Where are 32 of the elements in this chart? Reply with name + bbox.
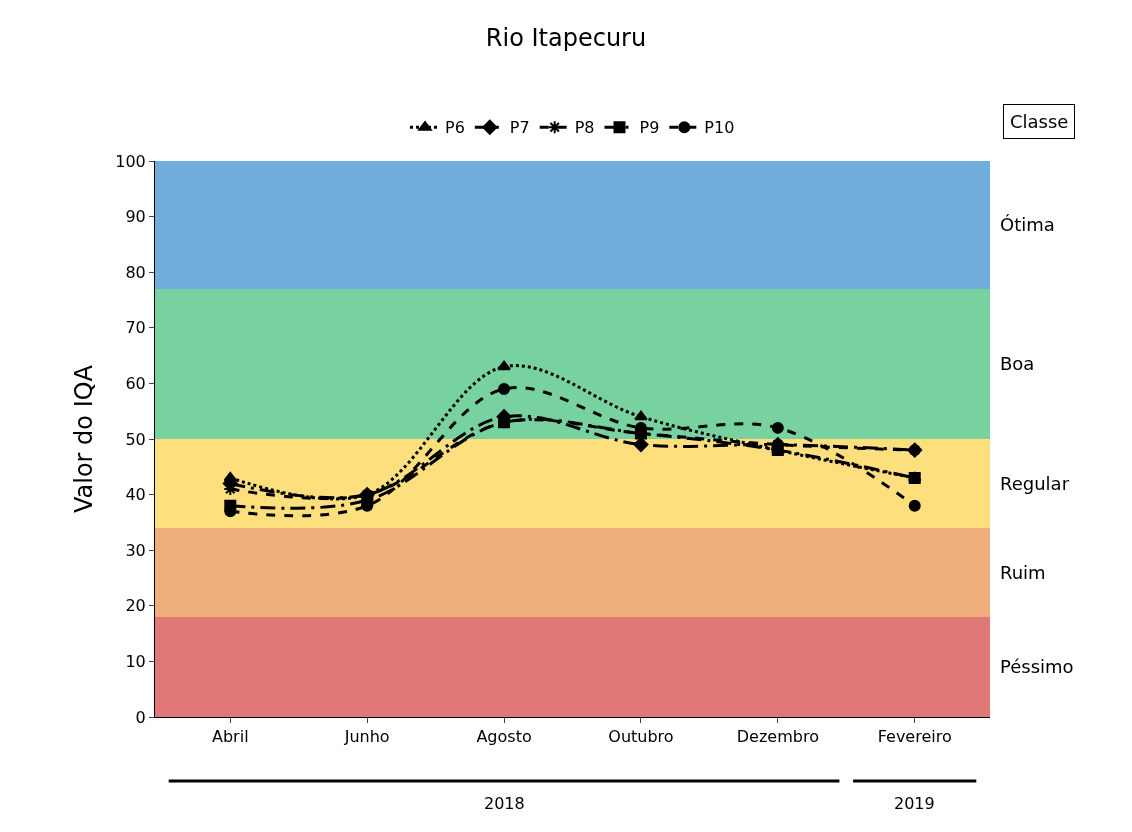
legend-label: P7 — [509, 118, 530, 138]
y-tick-label: 20 — [125, 596, 146, 616]
text: 2018 — [484, 794, 525, 813]
y-tick-label: 50 — [125, 429, 146, 449]
y-tick-label: 30 — [125, 540, 146, 560]
chart-title: Rio Itapecuru — [485, 23, 647, 52]
x-tick-label: Junho — [343, 727, 390, 747]
x-tick-label: Dezembro — [736, 727, 819, 747]
legend-label: P10 — [704, 118, 735, 138]
legend-label: P9 — [639, 118, 660, 138]
text: 2019 — [894, 794, 935, 813]
text: Classe — [1010, 111, 1069, 132]
y-axis-title: Valor do IQA — [70, 364, 99, 514]
y-tick-label: 0 — [135, 707, 146, 727]
band-label: Regular — [1000, 473, 1070, 494]
y-tick-label: 90 — [125, 207, 146, 227]
band-label: Ótima — [1000, 214, 1055, 235]
x-tick-label: Abril — [212, 727, 249, 747]
y-tick-label: 80 — [125, 262, 146, 282]
y-tick-label: 60 — [125, 374, 146, 393]
x-tick-label: Agosto — [476, 727, 532, 747]
legend-label: P8 — [574, 118, 595, 138]
y-tick-label: 10 — [125, 652, 146, 671]
x-tick-label: Fevereiro — [877, 727, 952, 747]
y-tick-label: 100 — [115, 151, 146, 171]
band-label: Boa — [1000, 353, 1035, 374]
y-tick-label: 40 — [125, 485, 146, 505]
legend-label: P6 — [445, 118, 465, 138]
x-tick-label: Outubro — [608, 727, 674, 747]
y-tick-label: 70 — [125, 318, 146, 338]
band-label: Ruim — [1000, 562, 1046, 583]
band-label: Péssimo — [1000, 656, 1074, 677]
